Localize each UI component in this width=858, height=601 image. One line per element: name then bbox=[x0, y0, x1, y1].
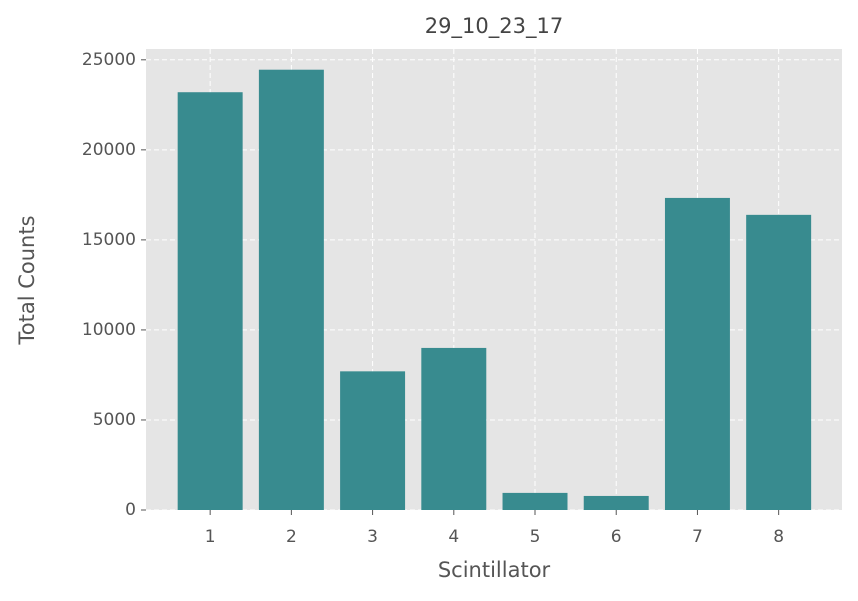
bar bbox=[583, 495, 649, 510]
bar bbox=[502, 492, 568, 510]
y-tick-label: 0 bbox=[125, 500, 136, 520]
x-tick-label: 6 bbox=[611, 527, 622, 547]
y-tick-label: 15000 bbox=[82, 230, 136, 250]
plot-area bbox=[146, 49, 842, 510]
y-tick-label: 20000 bbox=[82, 140, 136, 160]
y-axis-label: Total Counts bbox=[15, 215, 39, 345]
bar bbox=[746, 214, 812, 510]
bar bbox=[664, 197, 730, 510]
bar bbox=[340, 371, 406, 510]
x-tick-label: 1 bbox=[205, 527, 216, 547]
x-tick-label: 4 bbox=[448, 527, 459, 547]
y-tick-label: 25000 bbox=[82, 50, 136, 70]
bar bbox=[258, 69, 324, 510]
x-axis-label: Scintillator bbox=[438, 558, 551, 582]
bar bbox=[177, 92, 243, 510]
x-tick-label: 7 bbox=[692, 527, 703, 547]
x-tick-label: 3 bbox=[367, 527, 378, 547]
x-tick-label: 2 bbox=[286, 527, 297, 547]
chart-title: 29_10_23_17 bbox=[425, 14, 563, 39]
bar bbox=[421, 347, 487, 510]
y-tick-label: 5000 bbox=[93, 410, 136, 430]
x-tick-label: 5 bbox=[530, 527, 541, 547]
y-tick-label: 10000 bbox=[82, 320, 136, 340]
x-tick-label: 8 bbox=[773, 527, 784, 547]
